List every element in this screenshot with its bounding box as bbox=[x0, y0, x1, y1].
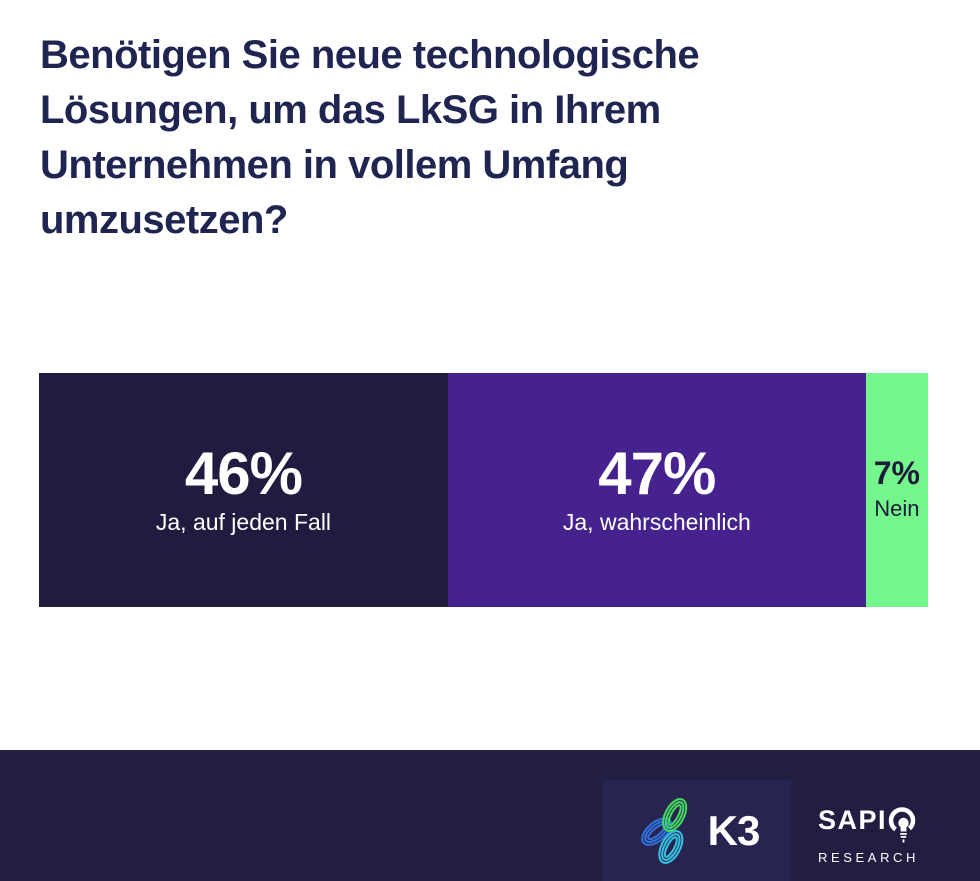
k3-loops-icon bbox=[640, 797, 687, 864]
segment-value: 47% bbox=[598, 439, 716, 507]
title-line-4: umzusetzen? bbox=[40, 198, 288, 242]
title-line-3: Unternehmen in vollem Umfang bbox=[40, 143, 629, 187]
bar-segment-nein: 7% Nein bbox=[865, 373, 928, 607]
sapio-wordmark: SAPI bbox=[818, 805, 888, 835]
sapio-o-lightbulb-icon bbox=[888, 807, 916, 843]
sapio-research-logo: SAPI RESEARCH bbox=[818, 805, 963, 866]
k3-wordmark: K3 bbox=[707, 806, 761, 854]
segment-label: Ja, wahrscheinlich bbox=[562, 508, 751, 535]
segment-value: 46% bbox=[184, 439, 303, 507]
chart-title: Benötigen Sie neue technologische Lösung… bbox=[40, 28, 920, 248]
k3-logo: K3 bbox=[603, 780, 791, 881]
footer-bar: K3 SAPI RESEARCH bbox=[0, 750, 980, 881]
stacked-bar-chart: 46% Ja, auf jeden Fall 47% Ja, wahrschei… bbox=[39, 373, 928, 607]
segment-label: Ja, auf jeden Fall bbox=[155, 508, 332, 535]
title-line-2: Lösungen, um das LkSG in Ihrem bbox=[40, 88, 661, 132]
segment-value: 7% bbox=[873, 455, 920, 492]
bar-segment-ja-auf-jeden-fall: 46% Ja, auf jeden Fall bbox=[39, 373, 448, 607]
title-line-1: Benötigen Sie neue technologische bbox=[40, 33, 700, 77]
research-wordmark: RESEARCH bbox=[818, 850, 920, 865]
segment-label: Nein bbox=[874, 496, 920, 522]
bar-segment-ja-wahrscheinlich: 47% Ja, wahrscheinlich bbox=[447, 373, 866, 607]
